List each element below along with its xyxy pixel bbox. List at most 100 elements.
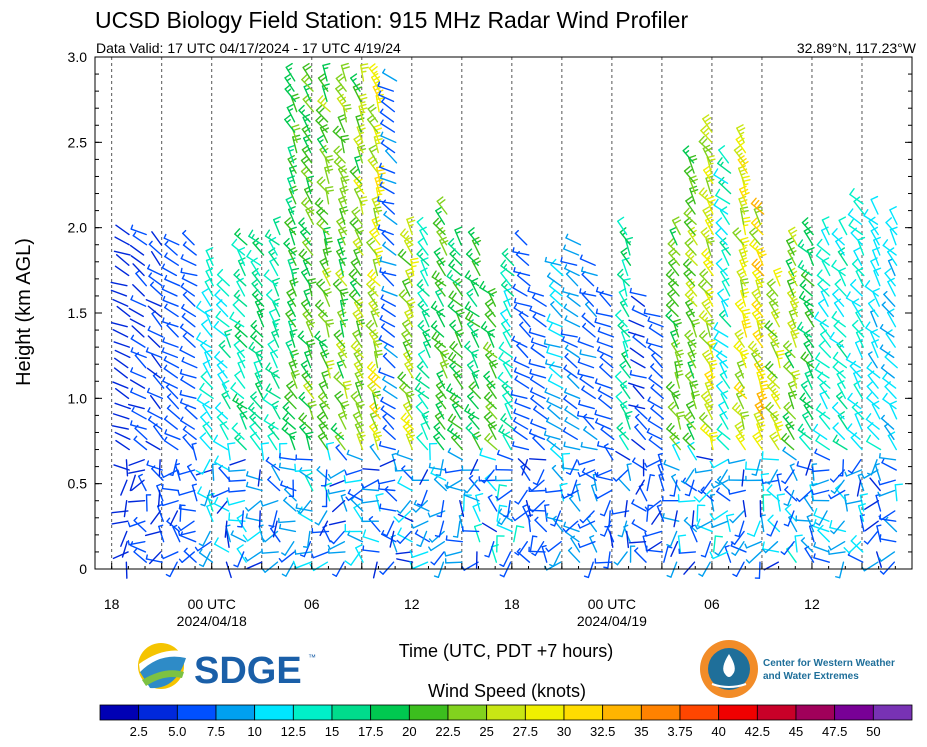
wind-barb — [382, 416, 395, 430]
wind-barb — [316, 469, 330, 481]
wind-barb-feather — [300, 155, 308, 162]
wind-barb — [699, 427, 714, 440]
wind-barb-feather — [613, 561, 619, 566]
wind-barb — [784, 469, 795, 485]
wind-barb — [114, 402, 131, 410]
wind-barb — [322, 64, 328, 82]
wind-barb — [216, 283, 230, 297]
wind-barb — [831, 265, 846, 277]
wind-barb-feather — [168, 473, 174, 476]
wind-barb-feather — [403, 280, 412, 286]
wind-barb — [756, 372, 763, 389]
wind-barb — [695, 469, 713, 474]
wind-barb — [263, 420, 279, 430]
wind-barb — [663, 463, 680, 471]
wind-barb — [333, 376, 347, 389]
wind-barb — [718, 181, 732, 195]
wind-barb-feather — [773, 267, 782, 272]
wind-barb — [305, 321, 314, 338]
wind-barb — [736, 362, 745, 379]
wind-barb — [577, 414, 595, 420]
wind-barb-feather — [791, 295, 796, 300]
wind-barb — [887, 260, 896, 277]
wind-barb — [237, 362, 246, 379]
wind-barb — [121, 540, 128, 558]
wind-barb — [422, 332, 432, 348]
wind-barb — [545, 363, 563, 369]
wind-barb — [130, 228, 147, 236]
wind-barb-feather — [696, 518, 701, 527]
wind-barb — [546, 275, 562, 287]
wind-barb — [678, 500, 696, 503]
wind-barb — [130, 424, 147, 430]
wind-barb-feather — [776, 473, 782, 476]
wind-barb-feather — [433, 575, 440, 579]
wind-barb-feather — [813, 311, 820, 319]
wind-barb — [670, 540, 679, 558]
wind-barb-feather — [564, 405, 568, 411]
wind-barb-feather — [776, 428, 782, 432]
wind-barb-feather — [371, 162, 377, 167]
wind-barb — [151, 468, 164, 481]
wind-barb-feather — [352, 168, 359, 175]
wind-barb — [350, 77, 361, 92]
wind-barb — [329, 469, 346, 479]
wind-barb-feather — [595, 286, 599, 293]
wind-barb-feather — [337, 113, 346, 119]
wind-barb-feather — [287, 311, 295, 318]
wind-barb — [423, 341, 431, 359]
wind-barb — [314, 304, 328, 318]
wind-barb — [669, 436, 682, 451]
wind-barb-feather — [216, 360, 224, 366]
wind-barb-feather — [383, 210, 388, 216]
wind-barb — [358, 105, 364, 123]
wind-barb — [684, 375, 697, 389]
wind-barb — [382, 355, 396, 369]
wind-barb-feather — [733, 381, 740, 389]
wind-barb — [721, 249, 730, 266]
wind-barb — [530, 398, 545, 410]
wind-barb-feather — [669, 291, 677, 298]
wind-barb-feather — [579, 288, 582, 294]
wind-barb — [265, 368, 280, 379]
wind-barb-feather — [342, 380, 352, 384]
wind-barb — [533, 408, 548, 420]
wind-barb-feather — [434, 333, 440, 341]
wind-barb-feather — [725, 513, 735, 517]
wind-barb-feather — [301, 197, 308, 204]
wind-barb — [884, 519, 898, 533]
wind-barb-feather — [648, 435, 653, 441]
wind-barb — [865, 418, 880, 430]
wind-barb-feather — [448, 259, 455, 266]
wind-barb-feather — [368, 240, 376, 246]
wind-barb — [400, 417, 414, 430]
wind-barb — [497, 489, 513, 501]
wind-barb — [765, 540, 779, 554]
wind-barb — [615, 450, 631, 461]
wind-barb-feather — [683, 207, 690, 215]
wind-barb-feather — [130, 387, 134, 393]
wind-barb — [216, 274, 230, 287]
wind-barb-feather — [336, 339, 344, 346]
wind-barb — [546, 400, 563, 410]
wind-barb — [831, 316, 846, 328]
wind-barb-feather — [318, 220, 326, 227]
wind-barb-feather — [738, 428, 744, 433]
wind-barb-feather — [789, 463, 795, 467]
wind-barb — [352, 312, 364, 328]
wind-barb-feather — [730, 541, 736, 546]
wind-barb-feather — [803, 415, 809, 420]
wind-barb — [678, 551, 697, 554]
wind-barb — [287, 177, 295, 195]
wind-barb — [278, 520, 296, 524]
wind-barb-feather — [127, 522, 131, 528]
wind-barb — [479, 454, 497, 461]
wind-barb-feather — [757, 285, 763, 289]
wind-barb-feather — [434, 272, 440, 280]
wind-barb-feather — [687, 359, 696, 364]
wind-barb-feather — [561, 336, 565, 342]
wind-barb-feather — [380, 139, 385, 145]
wind-barb — [687, 230, 698, 246]
wind-barb-feather — [179, 323, 184, 329]
wind-barb — [483, 375, 496, 389]
